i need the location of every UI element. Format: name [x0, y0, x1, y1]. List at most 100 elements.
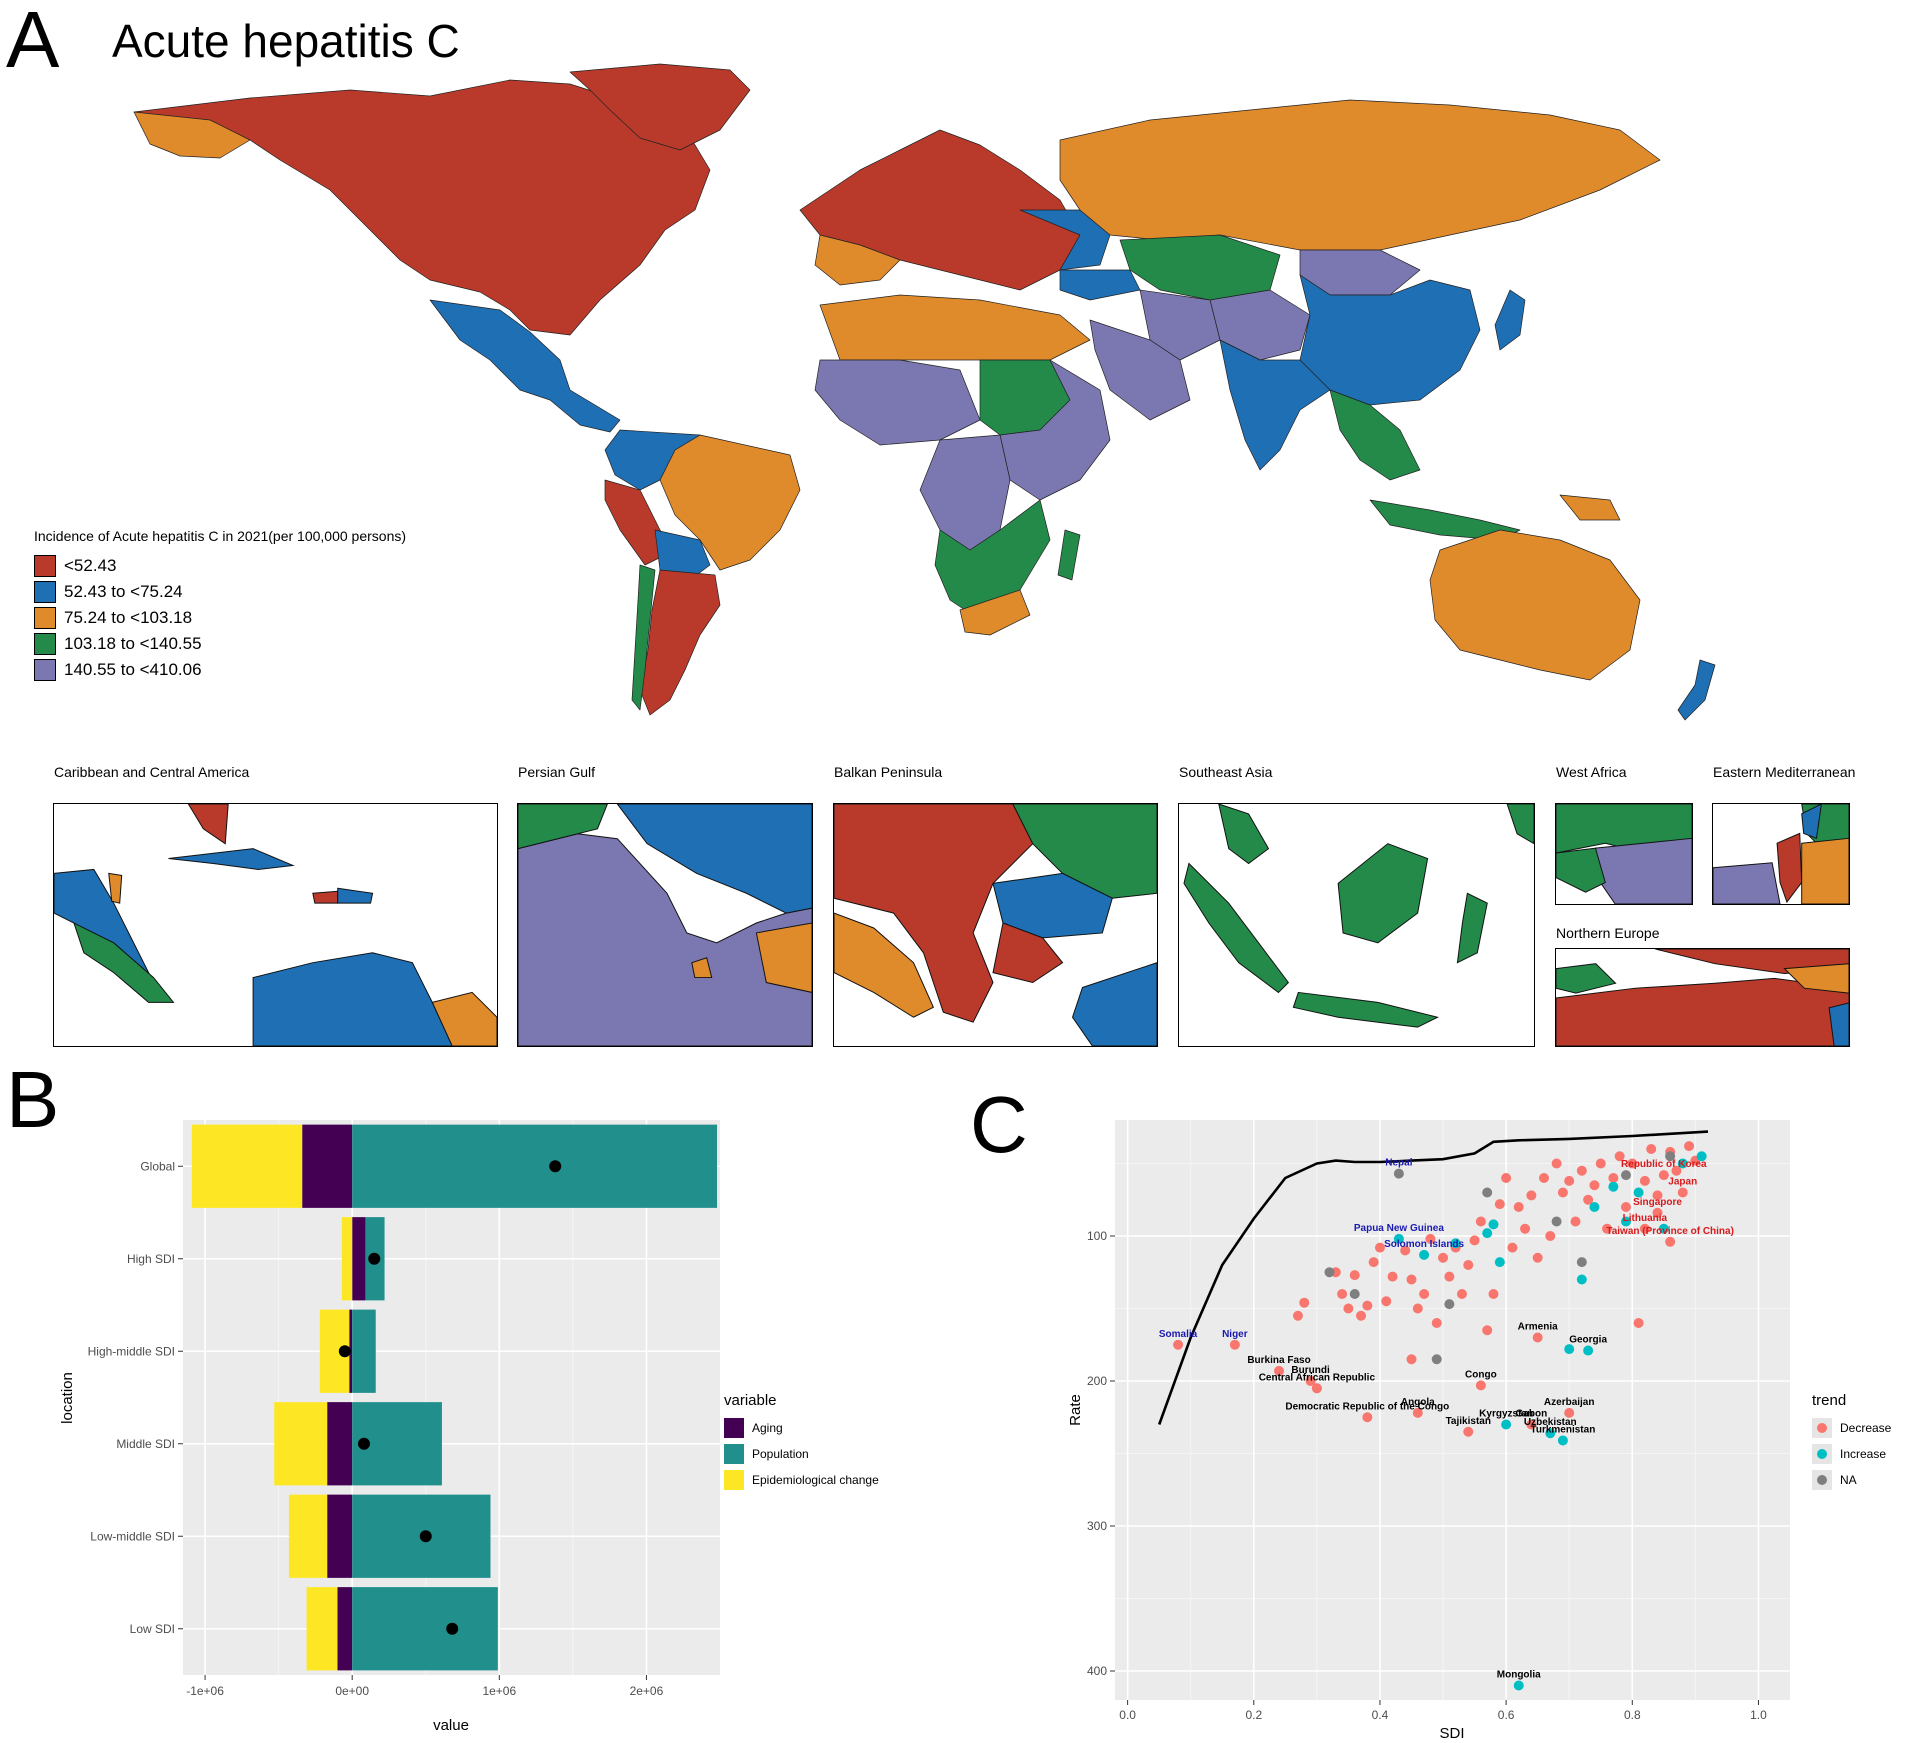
c-point	[1658, 1170, 1669, 1181]
panel-a-letter: A	[6, 0, 60, 84]
panel-b-letter: B	[6, 1055, 60, 1144]
c-point	[1545, 1231, 1556, 1241]
c-point	[1583, 1194, 1594, 1205]
map-legend-item: 52.43 to <75.24	[34, 579, 183, 605]
c-point	[1627, 1158, 1638, 1169]
c-point	[1557, 1435, 1568, 1446]
c-point	[1526, 1190, 1537, 1201]
b-net-change-point	[338, 1345, 351, 1358]
c-point-label: Kyrgyzstan	[1479, 1409, 1533, 1420]
c-point	[1229, 1339, 1240, 1350]
c-point	[1639, 1223, 1650, 1234]
c-point	[1551, 1158, 1562, 1169]
c-point	[1438, 1252, 1449, 1263]
trend-legend-key	[1812, 1418, 1832, 1438]
c-point	[1501, 1419, 1512, 1430]
trend-legend-label: Decrease	[1840, 1421, 1892, 1435]
c-point-label: Lithuania	[1623, 1213, 1668, 1224]
panel-c-letter: C	[970, 1080, 1028, 1169]
c-point	[1545, 1428, 1556, 1439]
world-map	[133, 63, 1716, 721]
c-point	[1173, 1339, 1184, 1350]
c-y-tick-label: 200	[1087, 1374, 1107, 1388]
c-point	[1463, 1260, 1474, 1270]
b-x-tick-label: -1e+06	[186, 1684, 224, 1698]
c-point	[1564, 1407, 1575, 1418]
c-point	[1639, 1175, 1650, 1186]
trend-legend-item: Increase	[1812, 1441, 1891, 1467]
c-point	[1400, 1245, 1411, 1256]
c-point	[1412, 1303, 1423, 1314]
b-net-change-point	[368, 1252, 381, 1265]
b-y-tick-label: Middle SDI	[116, 1437, 175, 1451]
c-point	[1488, 1219, 1499, 1230]
c-point	[1557, 1187, 1568, 1198]
c-point	[1482, 1187, 1493, 1198]
c-point	[1356, 1310, 1367, 1321]
b-bar-segment	[288, 1494, 328, 1578]
c-point	[1595, 1158, 1606, 1169]
c-y-tick-label: 300	[1087, 1519, 1107, 1533]
inset-northern-europe	[1555, 948, 1850, 1047]
b-bar-segment	[352, 1587, 498, 1671]
c-point-label: Democratic Republic of the Congo	[1285, 1401, 1449, 1412]
c-point-label: Azerbaijan	[1544, 1397, 1595, 1408]
c-point-label: Central African Republic	[1259, 1372, 1376, 1383]
c-point	[1419, 1249, 1430, 1260]
c-point	[1469, 1235, 1480, 1246]
inset-southeast-asia	[1178, 803, 1535, 1047]
map-region-southern-europe	[814, 234, 901, 286]
c-point	[1311, 1383, 1322, 1394]
c-point-label: Singapore	[1633, 1197, 1682, 1208]
c-point	[1570, 1216, 1581, 1227]
inset-caribbean-map	[54, 804, 497, 1046]
c-point-label: Georgia	[1569, 1335, 1607, 1346]
inset-persian-gulf	[517, 803, 813, 1047]
c-point	[1494, 1199, 1505, 1210]
map-region-east-africa	[999, 359, 1111, 501]
c-point	[1507, 1242, 1518, 1253]
c-point	[1349, 1289, 1360, 1299]
map-region-australia	[1429, 529, 1641, 681]
map-title: Acute hepatitis C	[112, 15, 460, 67]
c-expected-curve	[1157, 1130, 1709, 1425]
map-legend-item: 103.18 to <140.55	[34, 631, 202, 657]
c-point	[1431, 1354, 1442, 1365]
map-region-south-africa	[959, 589, 1031, 636]
c-point	[1564, 1344, 1575, 1355]
c-point-label: Republic of Korea	[1621, 1159, 1707, 1170]
b-bar-segment	[306, 1587, 338, 1671]
c-y-axis-title: Rate	[1067, 1394, 1084, 1426]
b-bar-segment	[352, 1309, 376, 1393]
trend-legend-item: NA	[1812, 1467, 1891, 1493]
inset-title-eastern-mediterranean: Eastern Mediterranean	[1713, 764, 1856, 780]
trend-legend-key	[1812, 1470, 1832, 1490]
b-bar-segment	[327, 1402, 353, 1486]
bar-legend-key	[724, 1470, 744, 1490]
b-x-tick-label: 1e+06	[482, 1684, 516, 1698]
inset-southeast-asia-map	[1183, 804, 1534, 1028]
map-region-north-africa	[819, 294, 1091, 361]
b-bar-segment	[302, 1124, 353, 1208]
map-legend-item: 75.24 to <103.18	[34, 605, 192, 631]
c-point	[1620, 1216, 1631, 1227]
inset-title-persian-gulf: Persian Gulf	[518, 764, 596, 780]
c-point-label: Nepal	[1385, 1158, 1412, 1169]
inset-west-africa	[1555, 803, 1693, 905]
c-point	[1665, 1236, 1676, 1247]
c-point	[1393, 1168, 1404, 1179]
map-legend-swatch	[34, 555, 56, 577]
map-region-turkey	[1059, 269, 1141, 301]
c-point	[1576, 1274, 1587, 1285]
map-region-new-zealand	[1677, 659, 1716, 721]
b-x-tick-label: 0e+00	[335, 1684, 369, 1698]
b-net-change-point	[357, 1437, 370, 1450]
map-region-north-america	[133, 79, 711, 336]
map-legend-label: 103.18 to <140.55	[64, 634, 202, 653]
map-legend-swatch	[34, 607, 56, 629]
b-y-tick-label: High SDI	[127, 1252, 175, 1266]
b-y-axis-title: location	[59, 1372, 76, 1424]
c-point-label: Turkmenistan	[1530, 1424, 1595, 1435]
trend-legend-label: Increase	[1840, 1447, 1887, 1461]
map-legend-swatch	[34, 581, 56, 603]
